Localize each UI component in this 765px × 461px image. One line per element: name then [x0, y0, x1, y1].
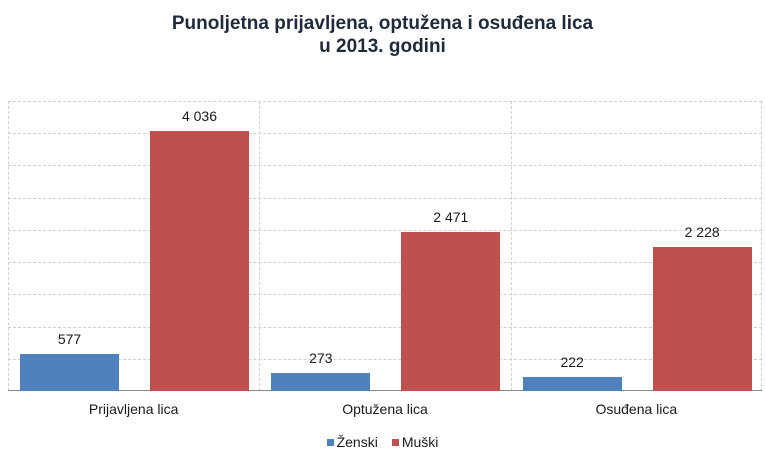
gridline — [8, 197, 762, 199]
category-label: Optužena lica — [342, 401, 428, 417]
bar-zenski[interactable] — [522, 376, 622, 391]
bar-muski[interactable] — [652, 247, 752, 391]
gridline — [8, 326, 762, 328]
category-label: Prijavljena lica — [88, 401, 179, 417]
gridline — [8, 358, 762, 360]
category-separator — [8, 101, 9, 391]
bar-muski[interactable] — [401, 231, 501, 391]
gridline — [8, 165, 762, 167]
data-label: 577 — [57, 330, 82, 347]
bar-zenski[interactable] — [271, 373, 371, 391]
chart-title: Punoljetna prijavljena, optužena i osuđe… — [0, 12, 765, 58]
category-label: Osuđena lica — [595, 401, 678, 417]
legend-item[interactable]: Ženski — [326, 434, 378, 450]
data-label: 4 036 — [181, 107, 218, 124]
bar-muski[interactable] — [150, 130, 249, 391]
legend-label: Muški — [401, 434, 439, 450]
gridline — [8, 133, 762, 135]
bar-zenski[interactable] — [20, 353, 119, 391]
data-label: 2 471 — [433, 208, 469, 225]
legend: Ženski Muški — [0, 434, 765, 450]
category-separator — [761, 101, 762, 391]
gridline — [8, 229, 762, 231]
plot-area: 577 273 222 4 036 2 471 2 228 — [8, 101, 762, 391]
gridline — [8, 101, 762, 102]
data-label: 273 — [309, 350, 333, 367]
legend-swatch-icon — [391, 438, 399, 446]
legend-label: Ženski — [336, 434, 378, 450]
gridline — [8, 294, 762, 296]
category-separator — [510, 101, 512, 391]
x-axis-line — [8, 390, 762, 391]
data-label: 222 — [560, 353, 584, 370]
data-label: 2 228 — [684, 224, 720, 241]
category-separator — [259, 101, 261, 391]
legend-swatch-icon — [326, 438, 334, 446]
gridline — [8, 262, 762, 264]
chart-title-line-1: Punoljetna prijavljena, optužena i osuđe… — [171, 13, 594, 34]
chart-title-line-2: u 2013. godini — [319, 36, 446, 57]
legend-item[interactable]: Muški — [391, 434, 439, 450]
